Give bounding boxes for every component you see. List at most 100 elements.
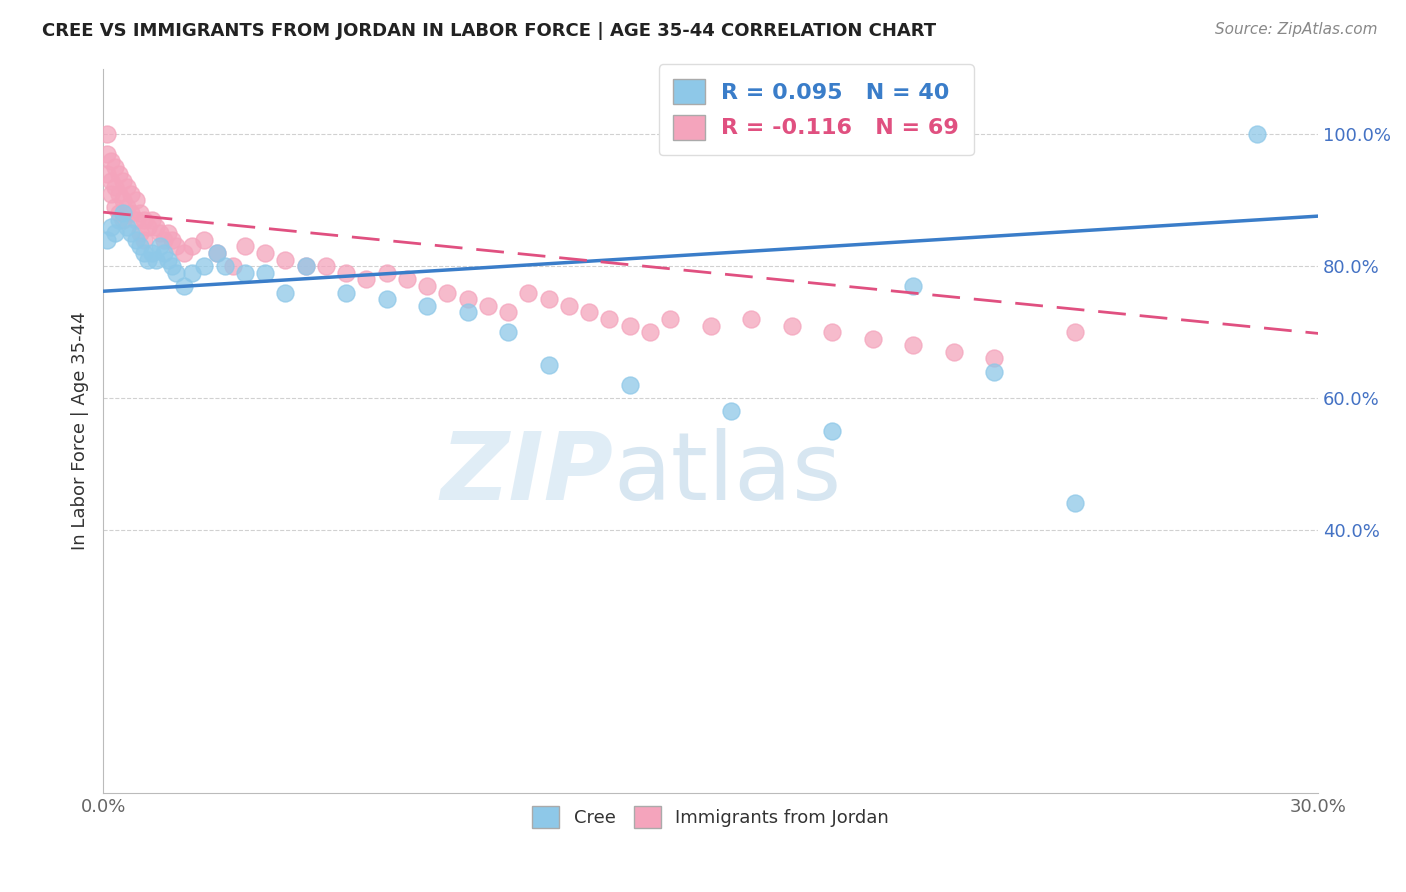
Point (983, 365, 1005, 379)
Point (104, 226, 127, 240)
Point (160, 233, 183, 247)
Point (457, 305, 479, 319)
Point (156, 226, 179, 240)
Point (124, 233, 146, 247)
Text: CREE VS IMMIGRANTS FROM JORDAN IN LABOR FORCE | AGE 35-44 CORRELATION CHART: CREE VS IMMIGRANTS FROM JORDAN IN LABOR … (42, 22, 936, 40)
Point (457, 292, 479, 306)
Point (141, 213, 163, 227)
Point (578, 305, 600, 319)
Point (942, 344, 965, 359)
Point (108, 186, 131, 201)
Point (112, 213, 135, 227)
Point (153, 233, 176, 247)
Point (1064, 325, 1087, 339)
Text: atlas: atlas (613, 428, 842, 520)
Point (740, 312, 762, 326)
Y-axis label: In Labor Force | Age 35-44: In Labor Force | Age 35-44 (72, 311, 89, 550)
Point (214, 259, 236, 273)
Point (274, 285, 297, 300)
Point (477, 299, 499, 313)
Point (100, 153, 122, 168)
Text: Source: ZipAtlas.com: Source: ZipAtlas.com (1215, 22, 1378, 37)
Point (100, 219, 122, 234)
Point (205, 246, 228, 260)
Point (537, 358, 560, 372)
Point (145, 252, 167, 267)
Point (254, 246, 277, 260)
Point (335, 266, 357, 280)
Point (112, 206, 135, 220)
Point (128, 239, 150, 253)
Point (132, 233, 155, 247)
Point (222, 259, 245, 273)
Point (173, 246, 195, 260)
Point (132, 246, 155, 260)
Point (160, 259, 183, 273)
Point (1064, 496, 1087, 510)
Point (436, 285, 458, 300)
Point (821, 424, 844, 438)
Point (96, 147, 118, 161)
Point (100, 186, 122, 201)
Point (233, 239, 256, 253)
Point (149, 239, 172, 253)
Point (720, 404, 742, 418)
Point (108, 167, 131, 181)
Point (274, 252, 297, 267)
Point (983, 351, 1005, 366)
Point (121, 226, 143, 240)
Point (156, 252, 179, 267)
Point (117, 180, 139, 194)
Point (638, 325, 661, 339)
Point (315, 259, 337, 273)
Point (108, 213, 131, 227)
Point (205, 246, 228, 260)
Point (112, 173, 135, 187)
Point (780, 318, 803, 333)
Point (254, 266, 277, 280)
Point (862, 332, 884, 346)
Point (145, 219, 167, 234)
Point (356, 272, 378, 286)
Point (821, 325, 844, 339)
Text: ZIP: ZIP (440, 428, 613, 520)
Point (96, 167, 118, 181)
Point (136, 252, 159, 267)
Point (96, 233, 118, 247)
Point (124, 194, 146, 208)
Point (496, 325, 519, 339)
Point (117, 219, 139, 234)
Point (1246, 128, 1268, 142)
Point (104, 180, 127, 194)
Point (901, 279, 924, 293)
Point (558, 299, 581, 313)
Point (165, 266, 187, 280)
Point (193, 259, 215, 273)
Point (699, 318, 721, 333)
Point (108, 206, 131, 220)
Point (104, 200, 127, 214)
Point (149, 226, 172, 240)
Point (124, 213, 146, 227)
Point (128, 226, 150, 240)
Point (193, 233, 215, 247)
Point (416, 279, 439, 293)
Point (173, 279, 195, 293)
Legend: Cree, Immigrants from Jordan: Cree, Immigrants from Jordan (524, 798, 896, 835)
Point (112, 194, 135, 208)
Point (294, 259, 316, 273)
Point (96, 128, 118, 142)
Point (100, 173, 122, 187)
Point (165, 239, 187, 253)
Point (104, 161, 127, 175)
Point (416, 299, 439, 313)
Point (294, 259, 316, 273)
Point (537, 292, 560, 306)
Point (619, 377, 641, 392)
Point (121, 206, 143, 220)
Point (395, 272, 418, 286)
Point (335, 285, 357, 300)
Point (659, 312, 682, 326)
Point (517, 285, 540, 300)
Point (132, 213, 155, 227)
